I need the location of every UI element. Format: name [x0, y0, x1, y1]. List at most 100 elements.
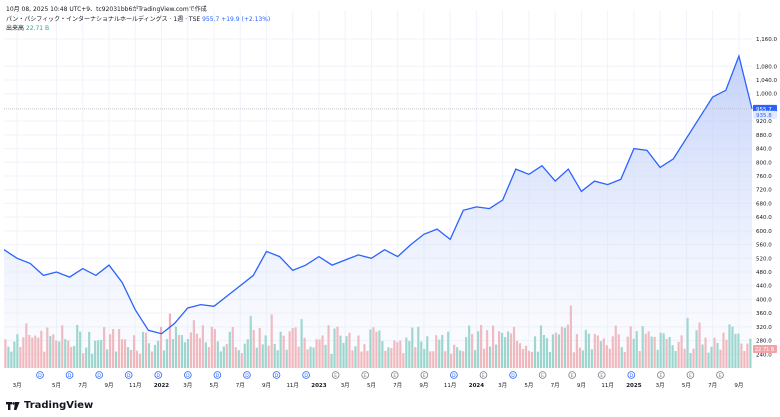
- y-tick-label: 280.0: [756, 339, 772, 345]
- event-marker[interactable]: E: [361, 371, 370, 379]
- event-marker-circle: [184, 371, 192, 379]
- event-marker[interactable]: D: [65, 371, 74, 379]
- x-tick-label: 3月: [656, 382, 665, 389]
- event-marker-label: E: [423, 373, 426, 379]
- event-marker-circle: [627, 371, 636, 379]
- event-marker[interactable]: D: [124, 371, 133, 379]
- x-tick-label: 7月: [393, 382, 402, 389]
- event-marker[interactable]: D: [272, 371, 281, 379]
- tradingview-logo[interactable]: TradingView: [6, 400, 93, 411]
- x-tick-label: 7月: [551, 382, 560, 389]
- y-tick-label: 1,040.0: [756, 78, 777, 84]
- volume-value: 22.71 B: [25, 25, 50, 32]
- event-marker-label: E: [659, 373, 662, 379]
- x-axis: 3月 5月 7月 9月 11月 2022 3月 5月 7月 9月 11月 2023 3月 5月 7月 9月 11…: [13, 382, 744, 389]
- last-price: 955.7: [202, 16, 220, 23]
- y-tick-label: 1,080.0: [756, 64, 777, 70]
- event-marker-label: D: [68, 373, 72, 379]
- event-marker[interactable]: D: [450, 371, 458, 379]
- event-marker[interactable]: D: [95, 371, 103, 379]
- x-tick-label: 9月: [419, 382, 428, 389]
- event-marker-label: D: [304, 373, 308, 379]
- event-marker[interactable]: D: [36, 371, 44, 379]
- event-marker-circle: [597, 371, 606, 379]
- event-marker-circle: [331, 371, 340, 379]
- y-tick-label: 240.0: [756, 352, 772, 358]
- x-tick-label: 5月: [52, 382, 61, 389]
- last-price-tag-text: 955.7: [756, 107, 772, 113]
- price-area-fill: [4, 56, 752, 368]
- x-tick-label: 11月: [286, 382, 299, 389]
- event-marker[interactable]: E: [390, 371, 399, 379]
- x-tick-label: 2025: [626, 383, 641, 389]
- event-marker-circle: [420, 371, 429, 379]
- x-tick-label: 11月: [601, 382, 614, 389]
- x-tick-label: 7月: [78, 382, 87, 389]
- event-marker[interactable]: E: [538, 371, 547, 379]
- x-tick-label: 9月: [734, 382, 743, 389]
- x-tick-label: 3月: [341, 382, 350, 389]
- event-marker[interactable]: D: [154, 371, 163, 379]
- y-tick-label: 640.0: [756, 215, 772, 221]
- event-marker[interactable]: E: [331, 371, 340, 379]
- event-marker-label: E: [719, 373, 722, 379]
- event-marker-circle: [716, 371, 724, 379]
- price-change: +19.9 (+2.13%): [221, 16, 271, 23]
- event-marker[interactable]: D: [213, 371, 222, 379]
- event-marker[interactable]: D: [302, 371, 310, 379]
- event-marker-label: D: [38, 373, 42, 379]
- event-marker-circle: [124, 371, 133, 379]
- event-marker-circle: [65, 371, 74, 379]
- y-tick-label: 480.0: [756, 270, 772, 276]
- event-marker[interactable]: E: [420, 371, 429, 379]
- event-marker-circle: [538, 371, 547, 379]
- event-marker[interactable]: E: [479, 371, 488, 379]
- x-tick-label: 7月: [236, 382, 245, 389]
- event-marker[interactable]: D: [627, 371, 636, 379]
- event-marker[interactable]: E: [568, 371, 576, 379]
- event-marker[interactable]: E: [597, 371, 606, 379]
- event-marker-circle: [154, 371, 163, 379]
- event-marker[interactable]: D: [184, 371, 192, 379]
- event-marker-label: E: [600, 373, 603, 379]
- event-marker-circle: [568, 371, 576, 379]
- y-tick-label: 320.0: [756, 325, 772, 331]
- y-tick-label: 600.0: [756, 229, 772, 235]
- event-marker-label: E: [571, 373, 574, 379]
- volume-tag-text: 22.71 B: [755, 347, 775, 353]
- event-marker-circle: [95, 371, 103, 379]
- x-tick-label: 5月: [209, 382, 218, 389]
- event-marker-label: E: [364, 373, 367, 379]
- y-tick-label: 360.0: [756, 311, 772, 317]
- event-marker-label: D: [97, 373, 101, 379]
- y-tick-label: 1,160.0: [756, 37, 777, 43]
- event-marker-circle: [272, 371, 281, 379]
- event-marker[interactable]: D: [509, 371, 517, 379]
- secondary-price-tag-text: 935.8: [756, 113, 772, 119]
- event-marker-circle: [390, 371, 399, 379]
- event-marker-circle: [450, 371, 458, 379]
- event-marker[interactable]: D: [243, 371, 251, 379]
- event-marker-circle: [213, 371, 222, 379]
- logo-text: TradingView: [24, 400, 94, 411]
- event-marker-label: E: [393, 373, 396, 379]
- x-tick-label: 11月: [444, 382, 457, 389]
- event-marker-label: D: [630, 373, 634, 379]
- y-tick-label: 840.0: [756, 147, 772, 153]
- event-marker-label: E: [541, 373, 544, 379]
- x-tick-label: 11月: [129, 382, 142, 389]
- x-tick-label: 3月: [498, 382, 507, 389]
- event-marker-label: D: [275, 373, 279, 379]
- event-marker[interactable]: E: [686, 371, 695, 379]
- x-tick-label: 9月: [577, 382, 586, 389]
- event-marker[interactable]: E: [657, 371, 665, 379]
- y-tick-label: 440.0: [756, 284, 772, 290]
- event-marker[interactable]: E: [716, 371, 724, 379]
- y-tick-label: 800.0: [756, 160, 772, 166]
- x-tick-label: 7月: [708, 382, 717, 389]
- event-marker-label: E: [334, 373, 337, 379]
- y-tick-label: 400.0: [756, 297, 772, 303]
- x-tick-label: 5月: [682, 382, 691, 389]
